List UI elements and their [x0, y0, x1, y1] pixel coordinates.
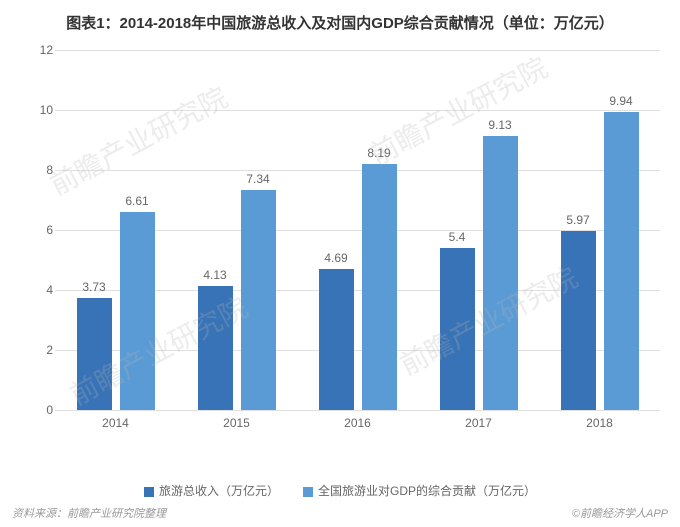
legend-label: 旅游总收入（万亿元）	[159, 484, 279, 498]
y-axis-label: 10	[35, 103, 53, 117]
bar-series-0	[440, 248, 475, 410]
legend-item: 旅游总收入（万亿元）	[144, 482, 279, 499]
y-axis-label: 12	[35, 43, 53, 57]
x-axis-label: 2016	[344, 416, 371, 430]
legend-item: 全国旅游业对GDP的综合贡献（万亿元）	[303, 482, 536, 499]
bar-series-1	[120, 212, 155, 410]
value-label: 9.94	[609, 94, 632, 108]
chart-title: 图表1：2014-2018年中国旅游总收入及对国内GDP综合贡献情况（单位：万亿…	[0, 0, 680, 41]
plot-area: 02468101220143.736.6120154.137.3420164.6…	[55, 50, 660, 410]
x-axis-label: 2014	[102, 416, 129, 430]
footer: 资料来源：前瞻产业研究院整理 ©前瞻经济学人APP	[12, 505, 668, 521]
legend-marker	[144, 487, 154, 497]
x-axis-label: 2017	[465, 416, 492, 430]
value-label: 4.69	[324, 251, 347, 265]
y-axis-label: 0	[35, 403, 53, 417]
gridline	[55, 170, 660, 171]
gridline	[55, 110, 660, 111]
bar-series-1	[604, 112, 639, 410]
bar-series-0	[77, 298, 112, 410]
value-label: 5.97	[566, 213, 589, 227]
chart-container: 02468101220143.736.6120154.137.3420164.6…	[35, 50, 660, 440]
value-label: 7.34	[246, 172, 269, 186]
legend-label: 全国旅游业对GDP的综合贡献（万亿元）	[318, 484, 536, 498]
gridline	[55, 50, 660, 51]
value-label: 3.73	[82, 280, 105, 294]
x-axis-label: 2015	[223, 416, 250, 430]
gridline	[55, 410, 660, 411]
value-label: 4.13	[203, 268, 226, 282]
footer-source: 资料来源：前瞻产业研究院整理	[12, 508, 166, 520]
x-axis-label: 2018	[586, 416, 613, 430]
legend: 旅游总收入（万亿元） 全国旅游业对GDP的综合贡献（万亿元）	[0, 482, 680, 499]
legend-marker	[303, 487, 313, 497]
value-label: 5.4	[449, 230, 466, 244]
value-label: 8.19	[367, 146, 390, 160]
y-axis-label: 8	[35, 163, 53, 177]
bar-series-1	[241, 190, 276, 410]
bar-series-1	[362, 164, 397, 410]
y-axis-label: 2	[35, 343, 53, 357]
bar-series-0	[319, 269, 354, 410]
value-label: 9.13	[488, 118, 511, 132]
bar-series-0	[561, 231, 596, 410]
bar-series-0	[198, 286, 233, 410]
bar-series-1	[483, 136, 518, 410]
footer-attribution: ©前瞻经济学人APP	[572, 505, 668, 521]
y-axis-label: 6	[35, 223, 53, 237]
y-axis-label: 4	[35, 283, 53, 297]
value-label: 6.61	[125, 194, 148, 208]
